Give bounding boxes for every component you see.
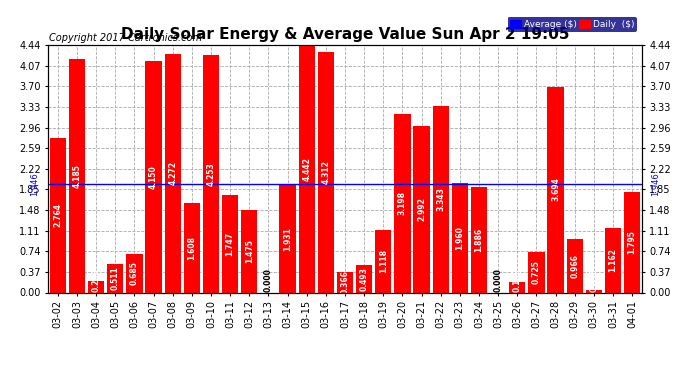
Text: Copyright 2017 Cartronics.com: Copyright 2017 Cartronics.com — [50, 33, 202, 42]
Text: 1.747: 1.747 — [226, 232, 235, 256]
Text: 0.000: 0.000 — [264, 268, 273, 292]
Text: 3.343: 3.343 — [436, 188, 445, 211]
Bar — [509, 282, 525, 292]
Bar — [88, 281, 104, 292]
Legend: Average ($), Daily  ($): Average ($), Daily ($) — [508, 17, 637, 32]
Text: 4.150: 4.150 — [149, 165, 158, 189]
Bar — [165, 54, 181, 292]
Bar — [107, 264, 124, 292]
Text: 1.795: 1.795 — [628, 231, 637, 254]
Text: 0.685: 0.685 — [130, 261, 139, 285]
Text: 4.185: 4.185 — [72, 164, 81, 188]
Bar — [317, 52, 334, 292]
Text: 0.366: 0.366 — [340, 270, 350, 294]
Text: 0.725: 0.725 — [532, 260, 541, 284]
Bar — [126, 254, 143, 292]
Bar — [241, 210, 257, 292]
Text: 4.442: 4.442 — [302, 157, 311, 181]
Text: 3.694: 3.694 — [551, 178, 560, 201]
Text: 0.000: 0.000 — [493, 268, 502, 292]
Bar — [586, 290, 602, 292]
Bar — [471, 188, 487, 292]
Bar — [50, 138, 66, 292]
Bar — [605, 228, 621, 292]
Text: 1.960: 1.960 — [455, 226, 464, 250]
Bar — [69, 59, 85, 292]
Bar — [184, 203, 200, 292]
Text: 1.118: 1.118 — [379, 249, 388, 273]
Text: 4.253: 4.253 — [206, 162, 215, 186]
Text: 0.966: 0.966 — [570, 254, 579, 278]
Bar — [624, 192, 640, 292]
Bar — [452, 183, 468, 292]
Title: Daily Solar Energy & Average Value Sun Apr 2 19:05: Daily Solar Energy & Average Value Sun A… — [121, 27, 569, 42]
Bar — [356, 265, 373, 292]
Text: 1.162: 1.162 — [609, 248, 618, 272]
Text: 2.764: 2.764 — [53, 204, 62, 228]
Text: 2.992: 2.992 — [417, 197, 426, 221]
Text: 1.608: 1.608 — [188, 236, 197, 260]
Text: 0.493: 0.493 — [359, 267, 368, 291]
Bar — [222, 195, 238, 292]
Bar — [433, 106, 449, 292]
Bar — [299, 45, 315, 292]
Text: 0.186: 0.186 — [513, 268, 522, 292]
Text: 1.946: 1.946 — [30, 172, 39, 196]
Bar — [203, 56, 219, 292]
Bar — [547, 87, 564, 292]
Bar — [529, 252, 544, 292]
Bar — [146, 61, 161, 292]
Text: 3.198: 3.198 — [398, 191, 407, 215]
Bar — [566, 238, 583, 292]
Text: 0.208: 0.208 — [92, 268, 101, 292]
Text: 4.312: 4.312 — [322, 160, 331, 184]
Text: 1.946: 1.946 — [651, 172, 660, 196]
Text: 0.038: 0.038 — [589, 268, 598, 292]
Text: 4.272: 4.272 — [168, 161, 177, 185]
Text: 1.931: 1.931 — [283, 227, 292, 251]
Text: 0.511: 0.511 — [111, 266, 120, 290]
Bar — [394, 114, 411, 292]
Bar — [413, 126, 430, 292]
Bar — [279, 185, 296, 292]
Bar — [337, 272, 353, 292]
Bar — [375, 230, 391, 292]
Text: 1.475: 1.475 — [245, 240, 254, 263]
Text: 1.886: 1.886 — [475, 228, 484, 252]
